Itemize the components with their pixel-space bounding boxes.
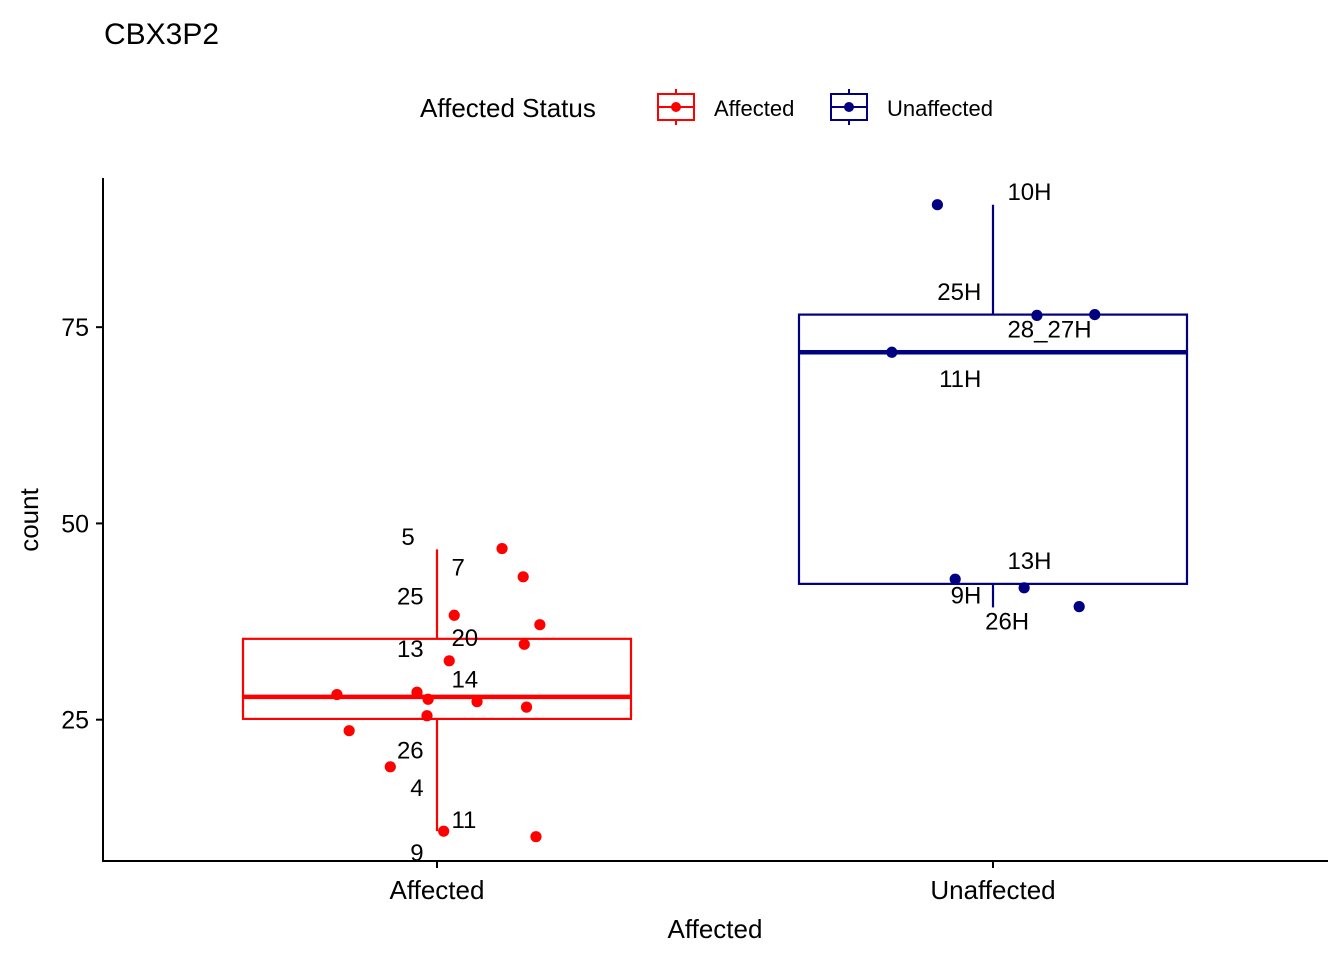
data-point-unaffected-19	[886, 346, 898, 358]
point-label-28-27h: 28_27H	[1007, 317, 1091, 344]
point-label-26: 26	[397, 737, 424, 764]
box-unaffected	[797, 204, 1189, 608]
data-point-affected-4	[518, 638, 530, 650]
data-point-unaffected-16	[931, 199, 944, 211]
legend-label-affected: Affected	[714, 96, 794, 121]
point-label-25: 25	[397, 583, 424, 610]
legend-key-affected	[657, 89, 695, 125]
legend-label-unaffected: Unaffected	[887, 96, 993, 121]
data-point-affected-5	[443, 655, 455, 667]
y-tick-label-50: 50	[61, 510, 89, 538]
data-point-unaffected-20	[949, 573, 961, 585]
point-label-13: 13	[397, 636, 424, 663]
point-label-25h: 25H	[937, 279, 981, 306]
point-label-4: 4	[410, 775, 423, 802]
data-point-unaffected-21	[1018, 582, 1030, 594]
data-point-unaffected-18	[1089, 309, 1101, 321]
y-axis-ticks: 25 50 75	[61, 314, 103, 735]
data-point-affected-15	[530, 831, 542, 843]
x-axis-ticks: Affected Unaffected	[390, 861, 1056, 905]
point-label-26h: 26H	[985, 609, 1029, 636]
point-label-5: 5	[401, 524, 414, 551]
point-label-11: 11	[451, 807, 476, 834]
legend-key-unaffected	[830, 89, 868, 125]
y-axis-label: count	[14, 487, 44, 551]
point-label-10h: 10H	[1007, 179, 1051, 206]
data-point-affected-1	[517, 571, 529, 583]
iqr-box	[241, 637, 633, 721]
data-point-affected-0	[496, 542, 508, 555]
data-point-affected-3	[534, 619, 546, 631]
data-point-unaffected-17	[1031, 309, 1043, 321]
point-label-9: 9	[410, 840, 423, 867]
data-point-affected-12	[343, 725, 355, 737]
point-label-11h: 11H	[939, 366, 981, 393]
legend-title: Affected Status	[420, 93, 596, 123]
point-label-14: 14	[451, 667, 478, 694]
data-point-affected-2	[448, 609, 460, 621]
data-point-unaffected-22	[1073, 601, 1085, 613]
point-label-13h: 13H	[1007, 548, 1051, 575]
data-point-affected-10	[520, 701, 533, 713]
data-point-affected-9	[471, 696, 483, 708]
legend: Affected Status Affected Unaffected	[420, 89, 993, 125]
box-affected	[241, 549, 633, 832]
data-point-affected-14	[438, 825, 450, 837]
data-point-affected-8	[422, 693, 434, 705]
x-tick-label-affected: Affected	[390, 875, 485, 905]
data-point-affected-6	[331, 688, 343, 701]
point-label-9h: 9H	[951, 583, 982, 610]
y-tick-label-75: 75	[61, 314, 89, 342]
chart-title: CBX3P2	[104, 18, 219, 51]
y-tick-label-25: 25	[61, 707, 89, 735]
iqr-box	[797, 313, 1189, 585]
point-label-20: 20	[451, 625, 478, 652]
data-point-affected-7	[411, 686, 423, 698]
data-point-affected-11	[421, 710, 433, 722]
x-tick-label-unaffected: Unaffected	[930, 875, 1055, 905]
point-label-7: 7	[451, 554, 464, 581]
data-point-affected-13	[384, 761, 396, 773]
x-axis-label: Affected	[668, 914, 763, 944]
